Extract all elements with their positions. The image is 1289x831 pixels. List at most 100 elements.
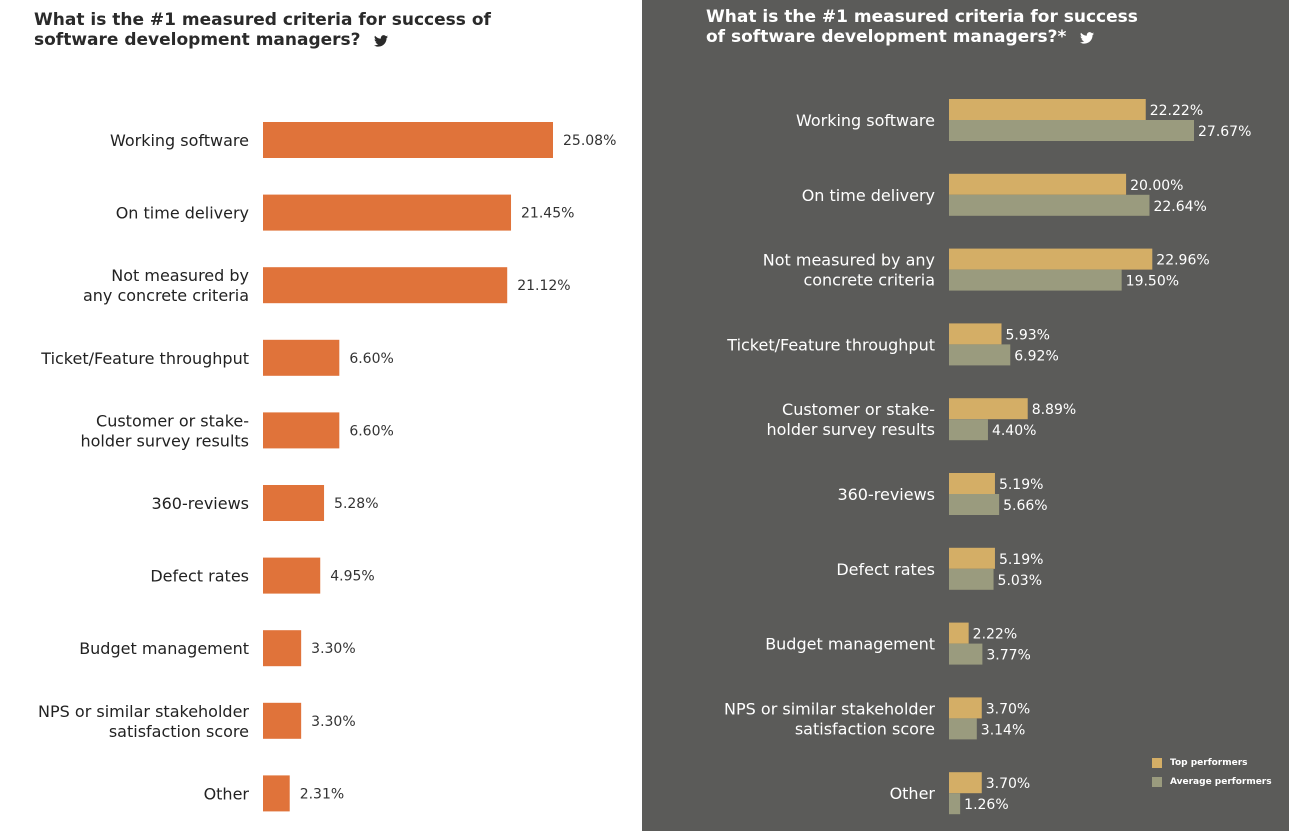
twitter-bird-icon[interactable] [1080,29,1095,49]
value-label-top-performers-other: 3.70% [986,776,1030,792]
left-category-label-360-reviews: 360-reviews [151,494,249,513]
chart-legend: Top performers Average performers [1152,758,1272,796]
right-category-label-line: Ticket/Feature throughput [726,335,935,354]
left-chart-panel: What is the #1 measured criteria for suc… [0,0,642,831]
left-title-line-1: What is the #1 measured criteria for suc… [34,10,491,30]
value-label-average-performers-customer-or-stakeholder-survey-results: 4.40% [992,423,1036,439]
value-label-average-performers-ticket-feature-throughput: 6.92% [1014,348,1058,364]
right-category-label-line: Not measured by any [763,251,935,270]
left-chart-title: What is the #1 measured criteria for suc… [34,10,594,52]
value-label-top-performers-budget-management: 2.22% [973,627,1017,643]
left-bar-budget-management [263,630,302,667]
right-category-label-line: satisfaction score [795,719,935,738]
value-label-top-performers-working-software: 22.22% [1150,103,1203,119]
value-label-average-performers-360-reviews: 5.66% [1003,498,1047,514]
value-label-average-performers-budget-management: 3.77% [986,648,1030,664]
left-bar-other [263,775,290,812]
right-title-line-1: What is the #1 measured criteria for suc… [706,7,1138,27]
left-bar-chart: Working software 25.08% On time delivery 21… [38,122,616,812]
right-category-label-working-software: Working software [796,111,935,130]
legend-item-average-performers: Average performers [1152,777,1272,787]
bar-average-performers-nps-or-similar-stakeholder-satisfaction-score [949,718,977,740]
left-value-label-customer-or-stakeholder-survey-results: 6.60% [349,423,393,439]
right-category-label-customer-or-stakeholder-survey-results: Customer or stake-holder survey results [766,400,935,439]
left-bar-customer-or-stakeholder-survey-results [263,412,340,449]
right-category-label-defect-rates: Defect rates [836,560,935,579]
bar-top-performers-ticket-feature-throughput [949,323,1002,345]
bar-average-performers-budget-management [949,643,983,665]
bar-top-performers-other [949,772,982,794]
bar-top-performers-working-software [949,99,1146,120]
left-category-label-line: holder survey results [80,431,249,450]
right-category-label-not-measured-by-any-concrete-criteria: Not measured by any concrete criteria [763,251,935,290]
right-category-label-line: Budget management [765,635,935,654]
left-value-label-working-software: 25.08% [563,133,616,149]
right-chart-title: What is the #1 measured criteria for suc… [706,7,1226,49]
left-category-label-line: Defect rates [150,567,249,586]
grouped-bar-chart: Working software 22.22% 27.67% On time deli… [724,99,1251,815]
right-category-label-line: Working software [796,111,935,130]
bar-top-performers-nps-or-similar-stakeholder-satisfaction-score [949,697,982,719]
left-category-label-line: NPS or similar stakeholder [38,702,249,721]
left-value-label-ticket-feature-throughput: 6.60% [349,351,393,367]
value-label-top-performers-360-reviews: 5.19% [999,477,1043,493]
left-bar-defect-rates [263,557,321,594]
value-label-top-performers-customer-or-stakeholder-survey-results: 8.89% [1032,402,1076,418]
legend-label-top-performers: Top performers [1170,758,1248,768]
value-label-average-performers-defect-rates: 5.03% [998,573,1042,589]
left-title-line-2-text: software development managers? [34,30,361,50]
left-category-label-nps-or-similar-stakeholder-satisfaction-score: NPS or similar stakeholder satisfaction s… [38,702,249,741]
left-category-label-line: Other [204,784,250,803]
bar-top-performers-customer-or-stakeholder-survey-results [949,398,1028,420]
left-value-label-nps-or-similar-stakeholder-satisfaction-score: 3.30% [311,714,355,730]
right-category-label-line: NPS or similar stakeholder [724,699,935,718]
bar-average-performers-360-reviews [949,494,1000,515]
value-label-top-performers-not-measured-by-any-concrete-criteria: 22.96% [1156,253,1209,269]
value-label-top-performers-ticket-feature-throughput: 5.93% [1006,327,1050,343]
left-category-label-other: Other [204,784,250,803]
right-category-label-line: 360-reviews [837,485,935,504]
legend-swatch-average-performers [1152,777,1162,787]
left-category-label-on-time-delivery: On time delivery [116,204,249,223]
left-bar-nps-or-similar-stakeholder-satisfaction-score [263,702,302,739]
left-category-label-ticket-feature-throughput: Ticket/Feature throughput [40,349,249,368]
bar-average-performers-working-software [949,120,1194,141]
right-category-label-line: holder survey results [766,420,935,439]
left-category-label-line: Ticket/Feature throughput [40,349,249,368]
left-category-label-line: 360-reviews [151,494,249,513]
right-chart-panel: What is the #1 measured criteria for suc… [642,0,1289,831]
bar-top-performers-on-time-delivery [949,173,1127,195]
left-value-label-other: 2.31% [300,786,344,802]
bar-top-performers-budget-management [949,622,969,644]
twitter-bird-icon[interactable] [374,32,389,52]
right-category-label-line: Customer or stake- [782,400,935,419]
bar-top-performers-not-measured-by-any-concrete-criteria [949,248,1153,270]
left-category-label-line: satisfaction score [109,722,249,741]
left-bar-working-software [263,122,553,158]
left-value-label-360-reviews: 5.28% [334,496,378,512]
right-category-label-ticket-feature-throughput: Ticket/Feature throughput [726,335,935,354]
left-category-label-line: On time delivery [116,204,249,223]
right-category-label-line: On time delivery [802,186,935,205]
right-category-label-other: Other [890,784,936,803]
right-category-label-on-time-delivery: On time delivery [802,186,935,205]
left-category-label-not-measured-by-any-concrete-criteria: Not measured by any concrete criteria [83,266,249,305]
right-title-line-2: of software development managers?* [706,27,1226,49]
value-label-average-performers-on-time-delivery: 22.64% [1153,199,1206,215]
left-value-label-on-time-delivery: 21.45% [521,206,574,222]
bar-average-performers-other [949,793,961,815]
left-title-line-2: software development managers? [34,30,594,52]
left-category-label-customer-or-stakeholder-survey-results: Customer or stake-holder survey results [80,411,249,450]
right-title-line-2-text: of software development managers?* [706,27,1067,47]
legend-item-top-performers: Top performers [1152,758,1272,768]
value-label-average-performers-nps-or-similar-stakeholder-satisfaction-score: 3.14% [981,722,1025,738]
right-category-label-line: concrete criteria [803,271,935,290]
left-category-label-budget-management: Budget management [79,639,249,658]
legend-swatch-top-performers [1152,758,1162,768]
bar-average-performers-on-time-delivery [949,194,1150,216]
bar-top-performers-defect-rates [949,547,995,569]
bar-average-performers-not-measured-by-any-concrete-criteria [949,269,1122,291]
left-value-label-defect-rates: 4.95% [330,569,374,585]
left-bar-not-measured-by-any-concrete-criteria [263,267,508,304]
left-category-label-line: Budget management [79,639,249,658]
